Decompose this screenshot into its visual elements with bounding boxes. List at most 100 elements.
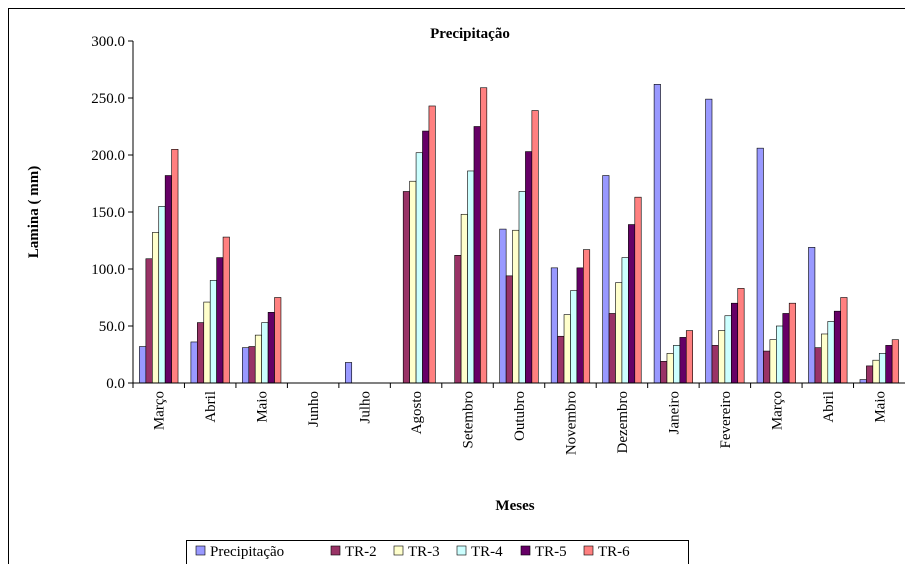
x-tick-label: Maio (872, 391, 888, 423)
y-tick-label: 200.0 (91, 148, 125, 164)
bar (267, 312, 275, 384)
bar (891, 339, 899, 384)
bar (409, 180, 417, 384)
bar (467, 170, 475, 384)
chart-title: Precipitação (430, 26, 510, 42)
x-tick-label: Março (769, 391, 785, 430)
bar (885, 345, 893, 384)
bar (499, 228, 507, 384)
x-tick-label: Julho (358, 391, 374, 424)
legend-label: TR-2 (345, 544, 377, 560)
bar (814, 347, 822, 384)
bar (164, 175, 172, 384)
bar (608, 313, 616, 384)
y-tick-label: 50.0 (99, 319, 125, 335)
bar (685, 330, 693, 384)
bar (422, 130, 430, 384)
bar (628, 224, 636, 384)
legend-label: TR-3 (408, 544, 440, 560)
x-tick-label: Novembro (563, 391, 579, 455)
legend-swatch (195, 545, 206, 556)
bar (158, 206, 166, 384)
bar (531, 110, 539, 384)
bar (576, 267, 584, 384)
bar (763, 350, 771, 384)
x-tick-label: Fevereiro (718, 391, 734, 448)
bar (833, 310, 841, 384)
bar (788, 302, 796, 384)
bar (705, 98, 713, 384)
legend-swatch (583, 545, 594, 556)
bar (197, 322, 205, 384)
bar (171, 149, 179, 384)
bar (557, 335, 565, 384)
bar (563, 314, 571, 384)
bar (653, 84, 661, 384)
bar (737, 288, 745, 384)
x-tick-label: Janeiro (666, 391, 682, 434)
y-tick-label: 0.0 (106, 376, 125, 392)
y-tick-label: 250.0 (91, 91, 125, 107)
bar (222, 236, 230, 384)
x-tick-label: Agosto (409, 391, 425, 434)
bar (666, 353, 674, 384)
bar (827, 321, 835, 384)
bar (679, 337, 687, 384)
bar (583, 249, 591, 384)
y-tick-label: 150.0 (91, 205, 125, 221)
x-tick-label: Março (152, 391, 168, 430)
bar (776, 325, 784, 384)
bar (550, 267, 558, 384)
bar (756, 147, 764, 384)
x-tick-label: Dezembro (615, 391, 631, 453)
legend-swatch (456, 545, 467, 556)
legend-box (186, 540, 689, 564)
legend-label: TR-4 (471, 544, 503, 560)
bar (402, 191, 410, 384)
bar (866, 365, 874, 384)
bar (621, 257, 629, 384)
y-tick-label: 100.0 (91, 262, 125, 278)
bar (634, 196, 642, 384)
x-tick-label: Junho (306, 391, 322, 427)
bar (673, 345, 681, 384)
bar (209, 280, 217, 384)
bar (415, 152, 423, 384)
bar (570, 290, 578, 384)
x-tick-label: Setembro (461, 391, 477, 449)
bar (518, 191, 526, 384)
legend-swatch (330, 545, 341, 556)
bar (480, 87, 488, 384)
bar (718, 330, 726, 384)
bar (145, 258, 153, 384)
bar (190, 341, 198, 384)
bar (821, 333, 829, 384)
bar (730, 302, 739, 384)
x-tick-label: Abril (821, 391, 837, 423)
y-axis-title: Lamina ( mm) (26, 166, 42, 259)
legend-swatch (393, 545, 404, 556)
bar (261, 322, 269, 384)
bar (859, 379, 867, 384)
bar (254, 334, 262, 384)
bar (769, 339, 777, 384)
bar (248, 346, 256, 384)
legend-swatch (520, 545, 531, 556)
x-tick-label: Maio (255, 391, 271, 423)
bar (615, 282, 623, 384)
bar (454, 255, 462, 384)
bar (808, 247, 816, 384)
bar (242, 347, 250, 384)
bar (711, 345, 719, 384)
bar (602, 175, 610, 384)
bar (203, 301, 211, 384)
bar (878, 353, 886, 384)
bar (139, 346, 147, 384)
legend-label: TR-5 (535, 544, 567, 560)
bar (428, 105, 436, 384)
bar (152, 232, 160, 384)
x-tick-label: Abril (203, 391, 219, 423)
bar (512, 229, 520, 384)
bar (344, 362, 353, 384)
